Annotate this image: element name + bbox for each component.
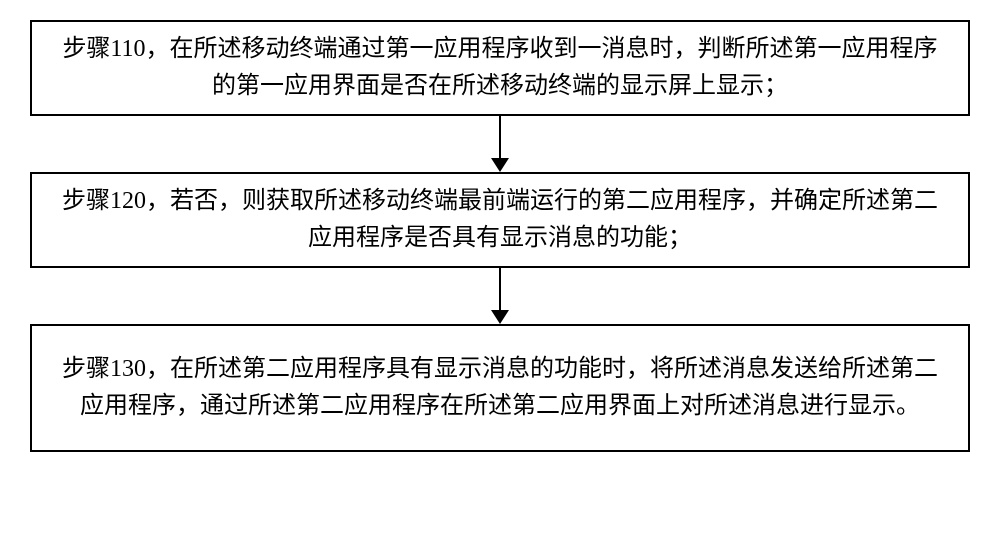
flowchart-container: 步骤110，在所述移动终端通过第一应用程序收到一消息时，判断所述第一应用程序的第… — [0, 0, 1000, 452]
flow-step-120: 步骤120，若否，则获取所述移动终端最前端运行的第二应用程序，并确定所述第二应用… — [30, 172, 970, 268]
arrow-head-icon — [491, 310, 509, 324]
flow-step-130-text: 步骤130，在所述第二应用程序具有显示消息的功能时，将所述消息发送给所述第二应用… — [56, 351, 944, 425]
flow-step-110-text: 步骤110，在所述移动终端通过第一应用程序收到一消息时，判断所述第一应用程序的第… — [56, 31, 944, 105]
flow-step-130: 步骤130，在所述第二应用程序具有显示消息的功能时，将所述消息发送给所述第二应用… — [30, 324, 970, 452]
arrow-head-icon — [491, 158, 509, 172]
flow-step-110: 步骤110，在所述移动终端通过第一应用程序收到一消息时，判断所述第一应用程序的第… — [30, 20, 970, 116]
arrow-shaft — [499, 268, 501, 310]
flow-step-120-text: 步骤120，若否，则获取所述移动终端最前端运行的第二应用程序，并确定所述第二应用… — [56, 183, 944, 257]
arrow-shaft — [499, 116, 501, 158]
flow-arrow-1 — [491, 116, 509, 172]
flow-arrow-2 — [491, 268, 509, 324]
